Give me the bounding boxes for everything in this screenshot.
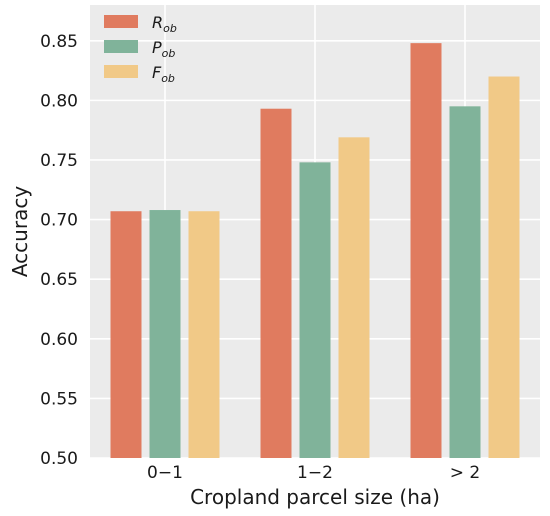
bar-p-1	[299, 162, 331, 458]
y-tick-label: 0.55	[40, 389, 78, 409]
y-tick-label: 0.85	[40, 32, 78, 52]
y-tick-label: 0.75	[40, 151, 78, 171]
y-tick-labels: 0.50 0.55 0.60 0.65 0.70 0.75 0.80 0.85	[40, 32, 78, 469]
y-tick-label: 0.80	[40, 91, 78, 111]
y-tick-label: 0.60	[40, 330, 78, 350]
bar-r-1	[260, 108, 292, 458]
legend-swatch-r	[104, 15, 138, 28]
y-tick-label: 0.70	[40, 211, 78, 231]
legend-subscript: ob	[161, 72, 175, 85]
legend-symbol: R	[152, 13, 163, 32]
y-tick-label: 0.65	[40, 270, 78, 290]
y-tick-label: 0.50	[40, 449, 78, 469]
bar-r-2	[410, 43, 442, 458]
bar-r-0	[110, 211, 142, 458]
y-axis-label: Accuracy	[8, 186, 32, 277]
legend-symbol: P	[152, 38, 162, 57]
x-tick-labels: 0−1 1−2 > 2	[147, 463, 480, 483]
bar-p-2	[449, 106, 481, 458]
bar-p-0	[149, 210, 181, 458]
bars	[110, 43, 520, 459]
x-tick-label: > 2	[450, 463, 480, 483]
legend-label-r: Rob	[152, 13, 177, 35]
bar-f-0	[188, 211, 220, 458]
legend-subscript: ob	[162, 47, 176, 60]
legend-label-f: Fob	[152, 63, 175, 85]
x-axis-label: Cropland parcel size (ha)	[190, 485, 440, 509]
legend-swatch-p	[104, 40, 138, 53]
legend-symbol: F	[152, 63, 162, 82]
legend-label-p: Pob	[152, 38, 175, 60]
bar-f-1	[338, 137, 370, 459]
legend-subscript: ob	[163, 22, 177, 35]
x-tick-label: 1−2	[297, 463, 333, 483]
x-tick-label: 0−1	[147, 463, 183, 483]
bar-f-2	[488, 76, 520, 459]
legend-swatch-f	[104, 65, 138, 78]
